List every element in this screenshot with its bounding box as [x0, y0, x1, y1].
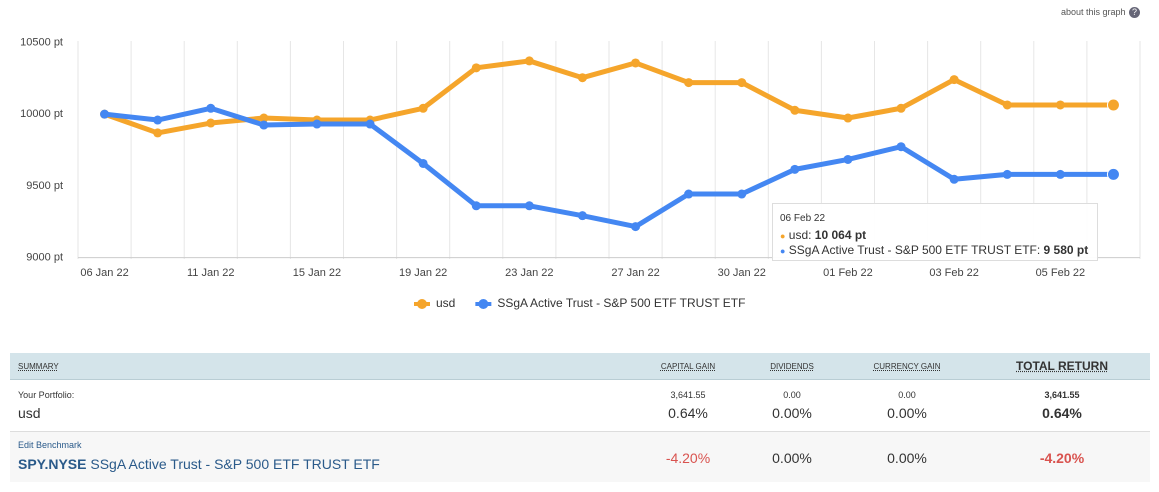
- point: [577, 211, 587, 221]
- point: [684, 189, 694, 199]
- point: [896, 103, 906, 113]
- point: [524, 56, 534, 66]
- point: [100, 109, 110, 119]
- point: [259, 113, 269, 123]
- point: [949, 174, 959, 184]
- point: [524, 201, 534, 211]
- portfolio-percent: 0.64%: [1042, 405, 1082, 421]
- point: [206, 103, 216, 113]
- portfolio-percent: 0.00%: [887, 405, 927, 421]
- tooltip-name: usd:: [788, 228, 815, 242]
- edit-benchmark[interactable]: Edit Benchmark: [18, 440, 82, 450]
- x-tick-label: 15 Jan 22: [293, 267, 341, 279]
- benchmark-percent: -4.20%: [665, 450, 711, 466]
- chart: 9000 pt 9500 pt 10000 pt 10500 pt 06 Jan 22 1…: [20, 36, 1141, 310]
- point: [896, 142, 906, 152]
- point: [1055, 169, 1065, 179]
- header-total: TOTAL RETURN: [1016, 359, 1108, 373]
- tooltip-value: 10 064 pt: [814, 228, 867, 242]
- point: [418, 158, 428, 168]
- point: [471, 201, 481, 211]
- portfolio-amount: 0.00: [898, 390, 916, 400]
- point: [843, 154, 853, 164]
- help-icon[interactable]: ?: [1129, 7, 1140, 18]
- x-tick-label: 06 Jan 22: [80, 267, 128, 279]
- table-header: [10, 353, 1150, 380]
- point: [843, 113, 853, 123]
- header-dividends: DIVIDENDS: [770, 362, 814, 371]
- portfolio-amount: 3,641.55: [670, 390, 706, 400]
- header-summary: SUMMARY: [18, 362, 59, 371]
- legend-label: SSgA Active Trust - S&P 500 ETF TRUST ET…: [497, 296, 745, 310]
- benchmark-row: [10, 432, 1150, 482]
- benchmark-percent: 0.00%: [887, 450, 927, 466]
- point: [790, 164, 800, 174]
- point: [418, 103, 428, 113]
- series-line: [103, 58, 1114, 136]
- point: [1106, 167, 1120, 181]
- tooltip-name: SSgA Active Trust - S&P 500 ETF TRUST ET…: [788, 243, 1044, 257]
- point: [153, 115, 163, 125]
- tooltip-date: 06 Feb 22: [780, 213, 826, 224]
- point: [790, 105, 800, 115]
- x-tick-label: 03 Feb 22: [929, 267, 979, 279]
- x-tick-label: 27 Jan 22: [611, 267, 659, 279]
- point: [312, 119, 322, 129]
- benchmark-name[interactable]: SSgA Active Trust - S&P 500 ETF TRUST ET…: [90, 456, 380, 472]
- x-tick-label: 19 Jan 22: [399, 267, 447, 279]
- point: [949, 75, 959, 85]
- portfolio-name: usd: [18, 405, 41, 421]
- legend-label: usd: [436, 296, 455, 310]
- benchmark-percent: -4.20%: [1039, 450, 1085, 466]
- header-capital: CAPITAL GAIN: [660, 362, 716, 371]
- tooltip-value: 9 580 pt: [1043, 243, 1089, 257]
- about-link[interactable]: about this graph: [1061, 7, 1126, 17]
- point: [259, 120, 269, 130]
- tooltip-row: ● SSgA Active Trust - S&P 500 ETF TRUST …: [780, 243, 1089, 257]
- portfolio-amount: 0.00: [783, 390, 801, 400]
- tooltip: 06 Feb 22 ● usd: 10 064 pt ● SSgA Active…: [772, 203, 1098, 261]
- x-tick-label: 01 Feb 22: [823, 267, 873, 279]
- point: [577, 73, 587, 83]
- y-tick-label: 10000 pt: [20, 108, 63, 120]
- point: [1002, 169, 1012, 179]
- y-tick-label: 10500 pt: [20, 36, 63, 48]
- x-tick-label: 23 Jan 22: [505, 267, 553, 279]
- point: [631, 58, 641, 68]
- point: [737, 78, 747, 88]
- portfolio-percent: 0.00%: [772, 405, 812, 421]
- point: [684, 78, 694, 88]
- point: [737, 189, 747, 199]
- point: [471, 63, 481, 73]
- y-tick-label: 9000 pt: [26, 251, 63, 263]
- header-currency: CURRENCY GAIN: [873, 362, 941, 371]
- point: [631, 222, 641, 232]
- portfolio-row: [10, 380, 1150, 432]
- portfolio-amount: 3,641.55: [1044, 390, 1080, 400]
- benchmark-ticker[interactable]: SPY.NYSE: [18, 456, 87, 472]
- x-tick-label: 11 Jan 22: [187, 267, 235, 279]
- point: [206, 118, 216, 128]
- point: [365, 119, 375, 129]
- series-line: [104, 105, 1114, 230]
- x-tick-label: 05 Feb 22: [1036, 267, 1086, 279]
- point: [1106, 98, 1120, 112]
- x-tick-label: 30 Jan 22: [718, 267, 766, 279]
- legend-marker: [417, 299, 427, 309]
- tooltip-row: ● usd: 10 064 pt: [780, 228, 867, 242]
- legend-marker: [478, 299, 489, 309]
- point: [1055, 100, 1065, 110]
- y-tick-label: 9500 pt: [26, 180, 63, 192]
- point: [153, 128, 163, 138]
- benchmark-percent: 0.00%: [772, 450, 812, 466]
- portfolio-label: Your Portfolio:: [18, 390, 75, 400]
- point: [1002, 100, 1012, 110]
- portfolio-percent: 0.64%: [668, 405, 708, 421]
